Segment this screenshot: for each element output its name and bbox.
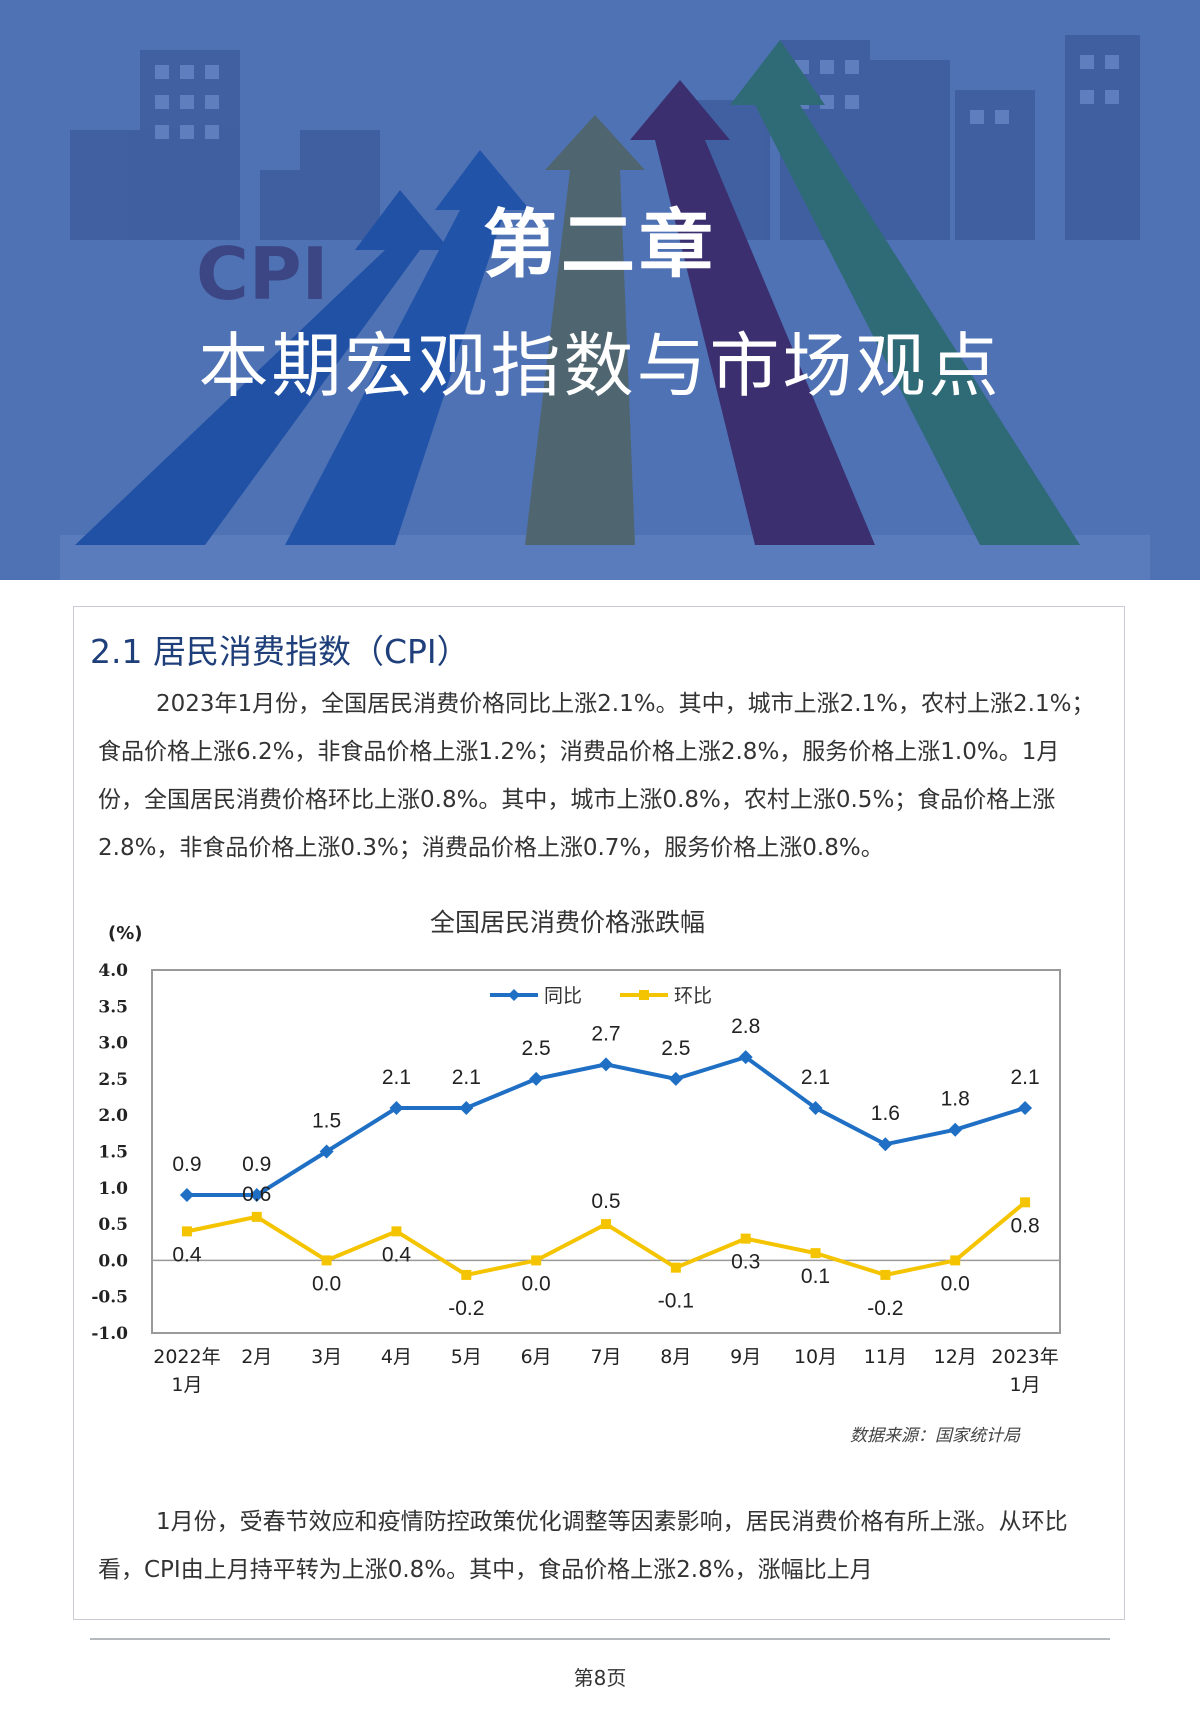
data-label: 0.5: [591, 1190, 620, 1213]
y-tick-label: -1.0: [91, 1324, 128, 1344]
data-point: [948, 1122, 963, 1137]
x-tick-label: 8月: [660, 1346, 691, 1368]
series-line: [186, 1200, 1027, 1277]
data-point: [181, 1226, 192, 1237]
data-label: -0.2: [867, 1297, 903, 1320]
y-unit-label: (%): [108, 923, 143, 944]
x-tick-label: 1月: [1010, 1374, 1041, 1396]
x-tick-label: 2023年: [991, 1346, 1058, 1368]
y-tick-label: 2.0: [98, 1106, 128, 1126]
data-label: 0.4: [172, 1243, 202, 1266]
x-tick-label: 7月: [590, 1346, 621, 1368]
x-tick-label: 9月: [730, 1346, 761, 1368]
y-tick-label: 3.5: [98, 997, 128, 1017]
data-point: [179, 1188, 194, 1203]
data-label: 2.8: [731, 1015, 760, 1038]
data-label: 0.3: [731, 1251, 760, 1274]
data-label: 0.0: [941, 1272, 970, 1295]
data-label: 0.4: [382, 1243, 412, 1266]
legend-swatch-marker: [639, 990, 649, 1000]
chapter-banner: CPI 第二章 本期宏观指数与市场观点: [0, 0, 1200, 580]
y-tick-label: 0.5: [98, 1215, 128, 1235]
data-point: [668, 1071, 683, 1086]
data-point: [249, 1188, 264, 1203]
x-tick-label: 1月: [171, 1374, 202, 1396]
x-tick-label: 4月: [381, 1346, 412, 1368]
data-point: [670, 1262, 681, 1273]
chapter-title: 第二章: [483, 202, 717, 288]
data-label: 0.9: [172, 1153, 201, 1176]
data-label: -0.2: [448, 1297, 484, 1320]
data-point: [319, 1144, 334, 1159]
data-label: 2.7: [591, 1022, 620, 1045]
x-tick-label: 12月: [934, 1346, 977, 1368]
x-tick-label: 3月: [311, 1346, 342, 1368]
data-point: [391, 1226, 402, 1237]
x-tick-label: 6月: [521, 1346, 552, 1368]
data-label: 2.1: [382, 1066, 411, 1089]
data-point: [461, 1269, 472, 1280]
data-point: [321, 1255, 332, 1266]
y-tick-label: -0.5: [91, 1288, 128, 1308]
data-label: 2.5: [522, 1037, 551, 1060]
x-tick-label: 10月: [794, 1346, 837, 1368]
data-point: [599, 1057, 613, 1072]
data-point: [1018, 1100, 1033, 1115]
data-label: 0.1: [801, 1265, 830, 1288]
x-tick-label: 11月: [864, 1346, 907, 1368]
intro-paragraph: 2023年1月份，全国居民消费价格同比上涨2.1%。其中，城市上涨2.1%，农村…: [98, 691, 1095, 861]
footer-divider: [90, 1638, 1110, 1640]
content-box: [73, 606, 1125, 1620]
data-point: [531, 1255, 542, 1266]
data-point: [459, 1100, 474, 1115]
cpi-line-chart: (%) 4.0 3.5 3.0 2.5 2.0 1.5 1.0 0.5 0.0 -0.5 -1.0 20…: [91, 923, 1061, 1396]
data-point: [740, 1233, 751, 1244]
data-label: 0.8: [1010, 1214, 1039, 1237]
page-number: 第8页: [573, 1666, 627, 1690]
data-point: [601, 1219, 611, 1230]
y-tick-label: 0.0: [98, 1251, 128, 1271]
x-tick-label: 2月: [241, 1346, 272, 1368]
data-label: -0.1: [658, 1290, 694, 1313]
legend-swatch-marker: [508, 989, 520, 1001]
legend-label: 同比: [544, 985, 582, 1007]
x-tick-label: 2022年: [153, 1346, 220, 1368]
chart-title: 全国居民消费价格涨跌幅: [429, 908, 705, 937]
data-point: [950, 1255, 961, 1266]
data-point: [529, 1071, 544, 1086]
data-point: [738, 1050, 753, 1065]
data-label: 2.1: [452, 1066, 481, 1089]
plot-frame: [151, 969, 1061, 1334]
y-tick-label: 4.0: [98, 961, 128, 981]
data-label: 0.9: [242, 1153, 271, 1176]
section-title: 2.1 居民消费指数（CPI）: [90, 632, 470, 671]
data-label: 0.0: [522, 1272, 551, 1295]
data-label: 0.6: [242, 1183, 271, 1206]
chapter-subtitle: 本期宏观指数与市场观点: [198, 325, 1002, 407]
data-point: [810, 1248, 821, 1259]
data-label: 1.8: [941, 1088, 970, 1111]
data-label: 2.1: [1010, 1066, 1039, 1089]
data-point: [880, 1269, 891, 1280]
x-tick-label: 5月: [451, 1346, 482, 1368]
cpi-decor-text: CPI: [196, 232, 329, 316]
data-point: [1020, 1197, 1031, 1208]
data-label: 1.5: [312, 1110, 341, 1133]
source-note: 数据来源：国家统计局: [850, 1426, 1020, 1446]
y-tick-label: 1.0: [98, 1179, 128, 1199]
y-tick-label: 2.5: [98, 1070, 128, 1090]
data-label: 2.5: [661, 1037, 690, 1060]
data-point: [389, 1100, 404, 1115]
data-point: [878, 1137, 893, 1152]
data-label: 2.1: [801, 1066, 830, 1089]
y-tick-label: 1.5: [98, 1143, 128, 1163]
banner-illustration: [60, 35, 1150, 580]
data-label: 0.0: [312, 1272, 341, 1295]
y-tick-label: 3.0: [98, 1034, 128, 1054]
data-point: [808, 1100, 823, 1115]
legend-label: 环比: [674, 985, 712, 1007]
analysis-paragraph: 1月份，受春节效应和疫情防控政策优化调整等因素影响，居民消费价格有所上涨。从环比…: [98, 1509, 1068, 1583]
data-label: 1.6: [871, 1102, 900, 1125]
data-point: [251, 1211, 262, 1222]
